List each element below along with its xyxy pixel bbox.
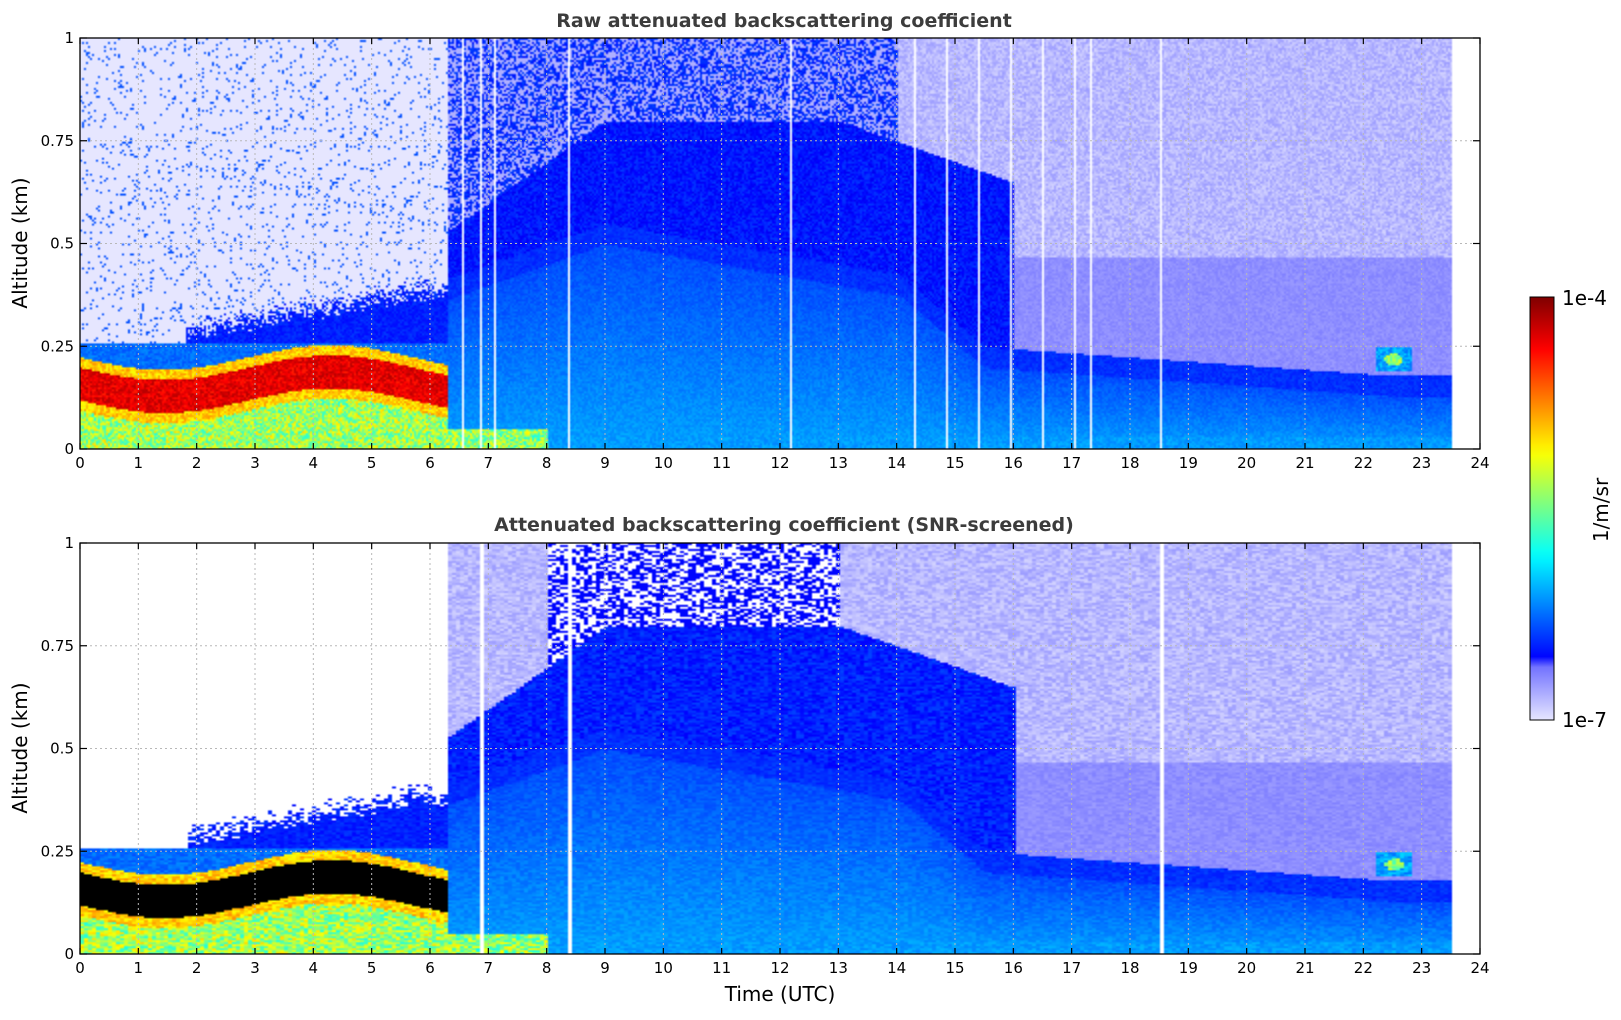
- x-tick-label: 20: [1237, 959, 1256, 977]
- panel-screened-ylabel: Altitude (km): [8, 682, 32, 813]
- x-tick-label: 24: [1470, 959, 1489, 977]
- colorbar-max-label: 1e-4: [1562, 286, 1607, 310]
- x-tick-label: 21: [1295, 959, 1314, 977]
- x-tick-label: 15: [945, 454, 964, 472]
- panel-screened: Attenuated backscattering coefficient (S…: [8, 514, 1490, 1006]
- x-tick-label: 0: [75, 959, 85, 977]
- panel-raw-ylabel: Altitude (km): [8, 177, 32, 308]
- panel-screened-xlabel: Time (UTC): [724, 982, 836, 1006]
- x-tick-label: 2: [192, 959, 202, 977]
- x-tick-label: 7: [484, 454, 494, 472]
- panel-raw-grid: [80, 38, 1480, 449]
- x-tick-label: 9: [600, 454, 610, 472]
- panel-screened-grid: [80, 543, 1480, 954]
- x-tick-label: 8: [542, 454, 552, 472]
- x-tick-label: 17: [1062, 454, 1081, 472]
- x-tick-label: 22: [1354, 959, 1373, 977]
- x-tick-label: 13: [829, 454, 848, 472]
- x-tick-label: 24: [1470, 454, 1489, 472]
- x-tick-label: 8: [542, 959, 552, 977]
- x-tick-label: 14: [887, 454, 906, 472]
- x-tick-label: 18: [1120, 454, 1139, 472]
- x-tick-label: 19: [1179, 959, 1198, 977]
- x-tick-label: 19: [1179, 454, 1198, 472]
- x-tick-label: 1: [134, 959, 144, 977]
- panel-screened-title: Attenuated backscattering coefficient (S…: [494, 514, 1074, 536]
- x-tick-label: 14: [887, 959, 906, 977]
- x-tick-label: 11: [712, 959, 731, 977]
- x-tick-label: 3: [250, 454, 260, 472]
- x-tick-label: 15: [945, 959, 964, 977]
- y-tick-label: 0.75: [41, 637, 74, 655]
- x-tick-label: 9: [600, 959, 610, 977]
- y-tick-label: 1: [64, 534, 74, 552]
- y-tick-label: 0.75: [41, 132, 74, 150]
- colorbar-min-label: 1e-7: [1562, 708, 1607, 732]
- y-tick-label: 1: [64, 29, 74, 47]
- x-tick-label: 23: [1412, 454, 1431, 472]
- x-tick-label: 6: [425, 454, 435, 472]
- x-tick-label: 16: [1004, 454, 1023, 472]
- y-tick-label: 0: [64, 945, 74, 963]
- panel-raw: Raw attenuated backscattering coefficien…: [8, 10, 1490, 472]
- x-tick-label: 10: [654, 454, 673, 472]
- x-tick-label: 5: [367, 454, 377, 472]
- x-tick-label: 10: [654, 959, 673, 977]
- panel-screened-x-ticks: 0 1 2 3 4 5 6 7 8 9 10 11 12 13 14 15 16 17 18 19 20 21 22 23 24: [75, 543, 1490, 977]
- x-tick-label: 17: [1062, 959, 1081, 977]
- y-tick-label: 0: [64, 440, 74, 458]
- y-tick-label: 0.5: [50, 235, 74, 253]
- x-tick-label: 13: [829, 959, 848, 977]
- x-tick-label: 22: [1354, 454, 1373, 472]
- colorbar-unit-label: 1/m/sr: [1589, 477, 1613, 542]
- x-tick-label: 18: [1120, 959, 1139, 977]
- x-tick-label: 21: [1295, 454, 1314, 472]
- x-tick-label: 11: [712, 454, 731, 472]
- y-tick-label: 0.25: [41, 337, 74, 355]
- colorbar: 1e-4 1e-7 1/m/sr: [1529, 286, 1613, 732]
- x-tick-label: 1: [134, 454, 144, 472]
- x-tick-label: 5: [367, 959, 377, 977]
- colorbar-gradient: [1529, 296, 1555, 721]
- x-tick-label: 12: [770, 959, 789, 977]
- x-tick-label: 12: [770, 454, 789, 472]
- x-tick-label: 7: [484, 959, 494, 977]
- x-tick-label: 20: [1237, 454, 1256, 472]
- panel-raw-y-ticks: 0 0.25 0.5 0.75 1: [41, 29, 1480, 458]
- x-tick-label: 0: [75, 454, 85, 472]
- x-tick-label: 3: [250, 959, 260, 977]
- panel-screened-y-ticks: 0 0.25 0.5 0.75 1: [41, 534, 1480, 963]
- x-tick-label: 6: [425, 959, 435, 977]
- y-tick-label: 0.25: [41, 842, 74, 860]
- y-tick-label: 0.5: [50, 740, 74, 758]
- x-tick-label: 4: [309, 959, 319, 977]
- x-tick-label: 23: [1412, 959, 1431, 977]
- x-tick-label: 16: [1004, 959, 1023, 977]
- panel-raw-title: Raw attenuated backscattering coefficien…: [556, 10, 1012, 32]
- x-tick-label: 2: [192, 454, 202, 472]
- x-tick-label: 4: [309, 454, 319, 472]
- panel-raw-x-ticks: 0 1 2 3 4 5 6 7 8 9 10 11 12 13 14 15 16 17 18 19 20 21 22 23 24: [75, 38, 1490, 472]
